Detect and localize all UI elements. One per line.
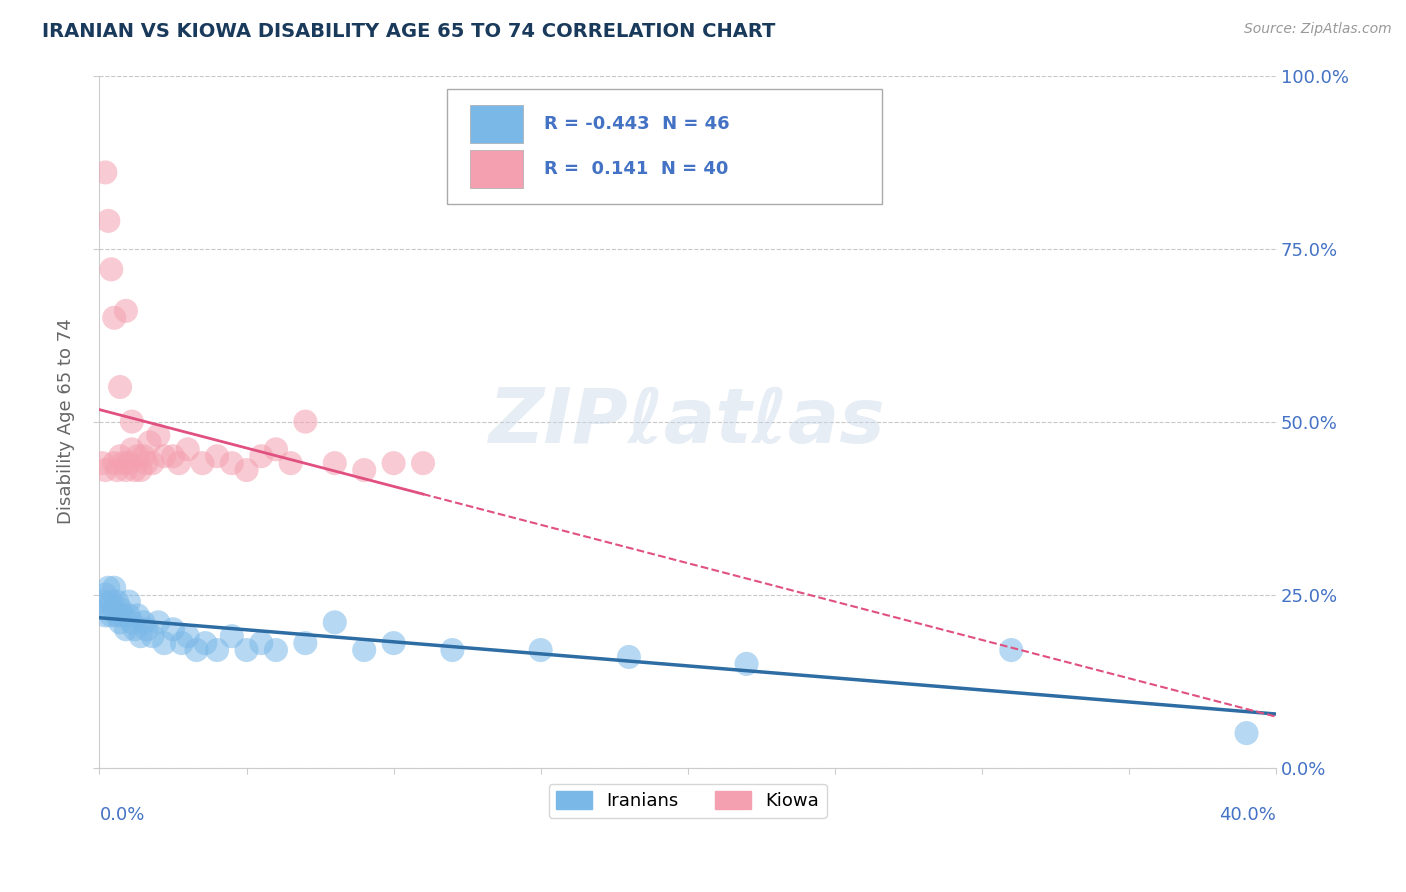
Point bbox=[162, 449, 184, 463]
Y-axis label: Disability Age 65 to 74: Disability Age 65 to 74 bbox=[58, 318, 75, 524]
Point bbox=[124, 622, 146, 636]
Point bbox=[121, 415, 143, 429]
Point bbox=[97, 601, 120, 615]
Point bbox=[353, 463, 375, 477]
Text: IRANIAN VS KIOWA DISABILITY AGE 65 TO 74 CORRELATION CHART: IRANIAN VS KIOWA DISABILITY AGE 65 TO 74… bbox=[42, 22, 776, 41]
Point bbox=[108, 601, 131, 615]
Point bbox=[235, 643, 257, 657]
Point bbox=[94, 165, 117, 179]
Point bbox=[111, 608, 134, 623]
Point bbox=[127, 608, 149, 623]
Legend: Iranians, Kiowa: Iranians, Kiowa bbox=[548, 784, 827, 817]
Point bbox=[115, 304, 138, 318]
Point bbox=[94, 463, 117, 477]
Point bbox=[153, 636, 176, 650]
Point bbox=[121, 615, 143, 630]
Point bbox=[205, 449, 228, 463]
Point bbox=[103, 581, 125, 595]
Point bbox=[221, 629, 243, 643]
Bar bbox=[470, 150, 523, 187]
Point bbox=[100, 608, 122, 623]
Text: 0.0%: 0.0% bbox=[100, 805, 145, 824]
Point bbox=[138, 435, 160, 450]
Point bbox=[280, 456, 302, 470]
Point bbox=[135, 622, 157, 636]
Point bbox=[617, 649, 640, 664]
Point bbox=[170, 636, 193, 650]
Point bbox=[250, 449, 273, 463]
Point bbox=[132, 449, 155, 463]
Point bbox=[103, 310, 125, 325]
Point bbox=[294, 636, 316, 650]
Point bbox=[162, 622, 184, 636]
Point bbox=[105, 463, 128, 477]
Point bbox=[294, 415, 316, 429]
Point bbox=[323, 456, 346, 470]
Point bbox=[103, 456, 125, 470]
Point bbox=[100, 594, 122, 608]
Point bbox=[105, 594, 128, 608]
Point bbox=[153, 449, 176, 463]
Point bbox=[382, 456, 405, 470]
Point bbox=[1000, 643, 1022, 657]
Point bbox=[264, 442, 287, 457]
Point bbox=[412, 456, 434, 470]
Point bbox=[141, 629, 163, 643]
Point bbox=[250, 636, 273, 650]
Point bbox=[235, 463, 257, 477]
Point bbox=[129, 463, 152, 477]
Point bbox=[108, 449, 131, 463]
Point bbox=[97, 214, 120, 228]
Point bbox=[382, 636, 405, 650]
Text: Source: ZipAtlas.com: Source: ZipAtlas.com bbox=[1244, 22, 1392, 37]
Point bbox=[115, 622, 138, 636]
Point bbox=[177, 442, 200, 457]
Point bbox=[353, 643, 375, 657]
Point bbox=[103, 601, 125, 615]
Point bbox=[111, 456, 134, 470]
Text: R =  0.141  N = 40: R = 0.141 N = 40 bbox=[544, 160, 728, 178]
Point bbox=[118, 608, 141, 623]
Point bbox=[91, 594, 114, 608]
Text: 40.0%: 40.0% bbox=[1219, 805, 1277, 824]
Point bbox=[118, 456, 141, 470]
Point bbox=[121, 442, 143, 457]
Point bbox=[148, 428, 170, 442]
Point bbox=[167, 456, 190, 470]
Text: R = -0.443  N = 46: R = -0.443 N = 46 bbox=[544, 115, 730, 133]
Point bbox=[108, 615, 131, 630]
FancyBboxPatch shape bbox=[447, 89, 882, 203]
Point bbox=[191, 456, 214, 470]
Point bbox=[115, 463, 138, 477]
Point bbox=[124, 463, 146, 477]
Point bbox=[323, 615, 346, 630]
Point bbox=[148, 615, 170, 630]
Point bbox=[141, 456, 163, 470]
Point bbox=[94, 608, 117, 623]
Point bbox=[530, 643, 553, 657]
Point bbox=[100, 262, 122, 277]
Point bbox=[135, 456, 157, 470]
Point bbox=[91, 456, 114, 470]
Point bbox=[205, 643, 228, 657]
Point bbox=[177, 629, 200, 643]
Point bbox=[194, 636, 217, 650]
Point bbox=[127, 449, 149, 463]
Point bbox=[129, 629, 152, 643]
Point bbox=[735, 657, 758, 671]
Point bbox=[132, 615, 155, 630]
Point bbox=[105, 608, 128, 623]
Bar bbox=[470, 105, 523, 144]
Point bbox=[186, 643, 208, 657]
Point bbox=[221, 456, 243, 470]
Point bbox=[97, 581, 120, 595]
Point bbox=[441, 643, 464, 657]
Point bbox=[94, 588, 117, 602]
Point bbox=[108, 380, 131, 394]
Point bbox=[1236, 726, 1258, 740]
Point bbox=[118, 594, 141, 608]
Point bbox=[264, 643, 287, 657]
Text: ZIPℓatℓas: ZIPℓatℓas bbox=[489, 384, 886, 458]
